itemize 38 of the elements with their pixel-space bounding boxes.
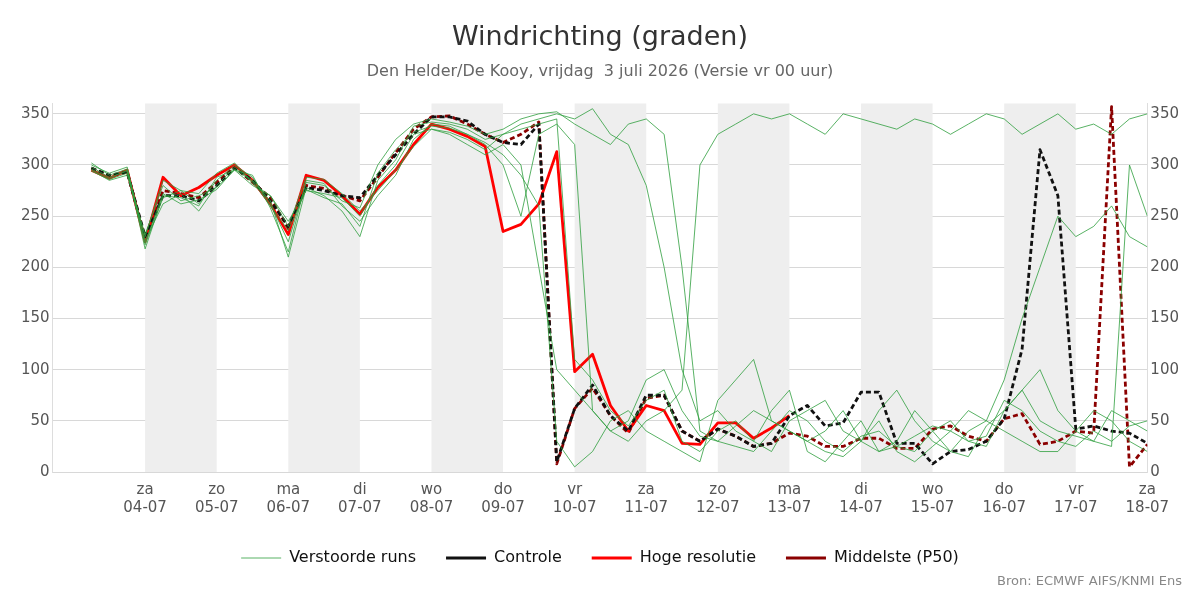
x-tick-label: za 11-07 xyxy=(624,479,669,516)
x-tick-label: di 07-07 xyxy=(338,479,382,516)
legend-label: Verstoorde runs xyxy=(289,547,417,567)
x-tick-label: ma 06-07 xyxy=(266,479,311,516)
y2-tick-label: 0 xyxy=(1150,461,1160,480)
y-tick-label: 250 xyxy=(20,206,50,225)
y2-tick-label: 150 xyxy=(1150,308,1180,327)
x-tick-label: za 18-07 xyxy=(1125,479,1170,516)
x-tick-label: wo 15-07 xyxy=(910,479,955,516)
x-tick-label: zo 12-07 xyxy=(696,479,740,516)
chart-title: Windrichting (graden) xyxy=(451,20,749,52)
x-tick-label: di 14-07 xyxy=(839,479,883,516)
y-tick-label: 50 xyxy=(30,410,50,429)
x-tick-label: do 16-07 xyxy=(982,479,1026,516)
y-tick-label: 150 xyxy=(20,308,50,327)
x-tick-label: vr 17-07 xyxy=(1053,479,1098,516)
x-tick-label: vr 10-07 xyxy=(552,479,597,516)
x-tick-label: zo 05-07 xyxy=(194,479,239,516)
text: Bron: ECMWF AIFS/KNMI Ens xyxy=(997,572,1183,588)
y-tick-label: 0 xyxy=(40,461,50,480)
chart-subtitle: Den Helder/De Kooy, vrijdag 3 juli 2026 (Versie vr 00 uur) xyxy=(366,61,834,81)
y-tick-label: 100 xyxy=(20,359,50,378)
x-tick-label: za 04-07 xyxy=(123,479,167,516)
legend-label: Controle xyxy=(494,547,562,567)
y-tick-label: 350 xyxy=(20,103,50,122)
y2-tick-label: 200 xyxy=(1150,257,1180,276)
y-tick-label: 200 xyxy=(20,257,50,276)
y2-tick-label: 350 xyxy=(1150,103,1180,122)
y2-tick-label: 50 xyxy=(1150,410,1170,429)
y2-tick-label: 250 xyxy=(1150,206,1180,225)
x-tick-label: do 09-07 xyxy=(481,479,525,516)
x-tick-label: wo 08-07 xyxy=(409,479,454,516)
y-tick-label: 300 xyxy=(20,154,50,173)
y2-tick-label: 300 xyxy=(1150,154,1180,173)
y2-tick-label: 100 xyxy=(1150,359,1180,378)
x-tick-label: ma 13-07 xyxy=(767,479,812,516)
legend-label: Hoge resolutie xyxy=(639,547,756,567)
legend-label: Middelste (P50) xyxy=(833,547,959,567)
